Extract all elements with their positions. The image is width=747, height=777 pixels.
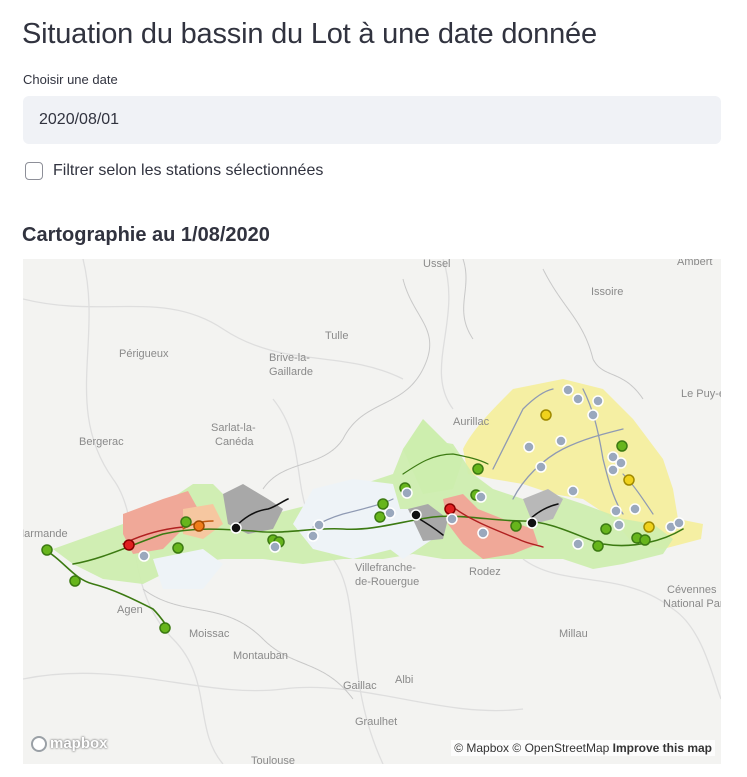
- station-marker-grey[interactable]: [446, 513, 458, 525]
- station-marker-grey[interactable]: [567, 485, 579, 497]
- map-canvas[interactable]: Ussel Issoire Ambert Périgueux Tulle Bri…: [23, 259, 721, 764]
- town-label: Villefranche-: [355, 562, 416, 574]
- town-label: National Par: [663, 598, 721, 610]
- station-marker-grey[interactable]: [477, 527, 489, 539]
- station-marker-green[interactable]: [600, 523, 612, 535]
- town-label: Rodez: [469, 566, 501, 578]
- station-marker-grey[interactable]: [613, 519, 625, 531]
- station-marker-green[interactable]: [41, 544, 53, 556]
- station-marker-grey[interactable]: [475, 491, 487, 503]
- station-marker-grey[interactable]: [607, 451, 619, 463]
- station-marker-green[interactable]: [159, 622, 171, 634]
- town-label: Issoire: [591, 286, 623, 298]
- zone-red: [123, 491, 538, 559]
- station-marker-grey[interactable]: [607, 464, 619, 476]
- town-label: Graulhet: [355, 716, 397, 728]
- attribution-mapbox-link[interactable]: © Mapbox: [454, 741, 510, 755]
- map[interactable]: Ussel Issoire Ambert Périgueux Tulle Bri…: [23, 259, 721, 764]
- station-marker-green[interactable]: [180, 516, 192, 528]
- station-marker-green[interactable]: [69, 575, 81, 587]
- station-marker-green[interactable]: [377, 498, 389, 510]
- station-marker-grey[interactable]: [572, 538, 584, 550]
- filter-label: Filtrer selon les stations sélectionnées: [53, 162, 324, 179]
- station-marker-green[interactable]: [616, 440, 628, 452]
- station-marker-red[interactable]: [123, 539, 135, 551]
- town-label: Aurillac: [453, 416, 490, 428]
- town-label: Le Puy-e: [681, 388, 721, 400]
- filter-checkbox[interactable]: [25, 162, 43, 180]
- mapbox-logo-icon: [31, 735, 47, 752]
- station-marker-green[interactable]: [374, 511, 386, 523]
- station-marker-grey[interactable]: [572, 393, 584, 405]
- town-label: Montauban: [233, 650, 288, 662]
- town-label: Millau: [559, 628, 588, 640]
- town-label: de-Rouergue: [355, 576, 419, 588]
- town-label: Cévennes: [667, 584, 717, 596]
- station-marker-green[interactable]: [510, 520, 522, 532]
- station-marker-grey[interactable]: [629, 503, 641, 515]
- station-marker-grey[interactable]: [307, 530, 319, 542]
- station-marker-green[interactable]: [592, 540, 604, 552]
- town-label: Périgueux: [119, 348, 169, 360]
- date-label: Choisir une date: [23, 72, 118, 87]
- station-marker-grey[interactable]: [138, 550, 150, 562]
- station-marker-grey[interactable]: [615, 457, 627, 469]
- station-marker-black[interactable]: [526, 517, 538, 529]
- town-label: Marmande: [23, 528, 68, 540]
- date-input[interactable]: 2020/08/01: [23, 96, 721, 144]
- station-marker-yellow[interactable]: [540, 409, 552, 421]
- town-label: Moissac: [189, 628, 230, 640]
- town-label: Ussel: [423, 259, 451, 270]
- town-label: Gaillarde: [269, 366, 313, 378]
- town-label: Brive-la-: [269, 352, 310, 364]
- town-labels: Ussel Issoire Ambert Périgueux Tulle Bri…: [23, 259, 721, 764]
- station-marker-grey[interactable]: [587, 409, 599, 421]
- station-marker-grey[interactable]: [562, 384, 574, 396]
- station-marker-yellow[interactable]: [643, 521, 655, 533]
- station-marker-green[interactable]: [172, 542, 184, 554]
- station-marker-grey[interactable]: [610, 505, 622, 517]
- improve-map-link[interactable]: Improve this map: [612, 741, 712, 755]
- station-marker-grey[interactable]: [523, 441, 535, 453]
- town-label: Albi: [395, 674, 413, 686]
- station-marker-grey[interactable]: [313, 519, 325, 531]
- station-marker-green[interactable]: [639, 534, 651, 546]
- station-marker-green[interactable]: [472, 463, 484, 475]
- mapbox-logo[interactable]: mapbox: [31, 735, 108, 752]
- town-label: Sarlat-la-: [211, 422, 256, 434]
- map-section-title: Cartographie au 1/08/2020: [22, 224, 270, 246]
- station-marker-red[interactable]: [444, 503, 456, 515]
- station-marker-grey[interactable]: [384, 507, 396, 519]
- station-marker-orange[interactable]: [193, 520, 205, 532]
- town-label: Bergerac: [79, 436, 124, 448]
- station-marker-black[interactable]: [230, 522, 242, 534]
- station-marker-grey[interactable]: [269, 541, 281, 553]
- page-title: Situation du bassin du Lot à une date do…: [22, 18, 597, 50]
- town-label: Canéda: [215, 436, 254, 448]
- station-marker-yellow[interactable]: [623, 474, 635, 486]
- station-marker-grey[interactable]: [673, 517, 685, 529]
- zone-yellow: [463, 379, 703, 549]
- admin-borders: [142, 259, 644, 700]
- map-attribution: © Mapbox © OpenStreetMap Improve this ma…: [451, 740, 715, 756]
- station-marker-grey[interactable]: [555, 435, 567, 447]
- station-marker-grey[interactable]: [401, 487, 413, 499]
- station-marker-black[interactable]: [410, 509, 422, 521]
- town-label: Agen: [117, 604, 143, 616]
- town-label: Gaillac: [343, 680, 377, 692]
- station-markers[interactable]: [41, 384, 685, 634]
- town-label: Toulouse: [251, 755, 295, 764]
- town-label: Tulle: [325, 330, 348, 342]
- filter-row[interactable]: Filtrer selon les stations sélectionnées: [25, 162, 323, 180]
- station-marker-grey[interactable]: [592, 395, 604, 407]
- town-label: Ambert: [677, 259, 712, 268]
- attribution-osm-link[interactable]: © OpenStreetMap: [512, 741, 610, 755]
- station-marker-grey[interactable]: [535, 461, 547, 473]
